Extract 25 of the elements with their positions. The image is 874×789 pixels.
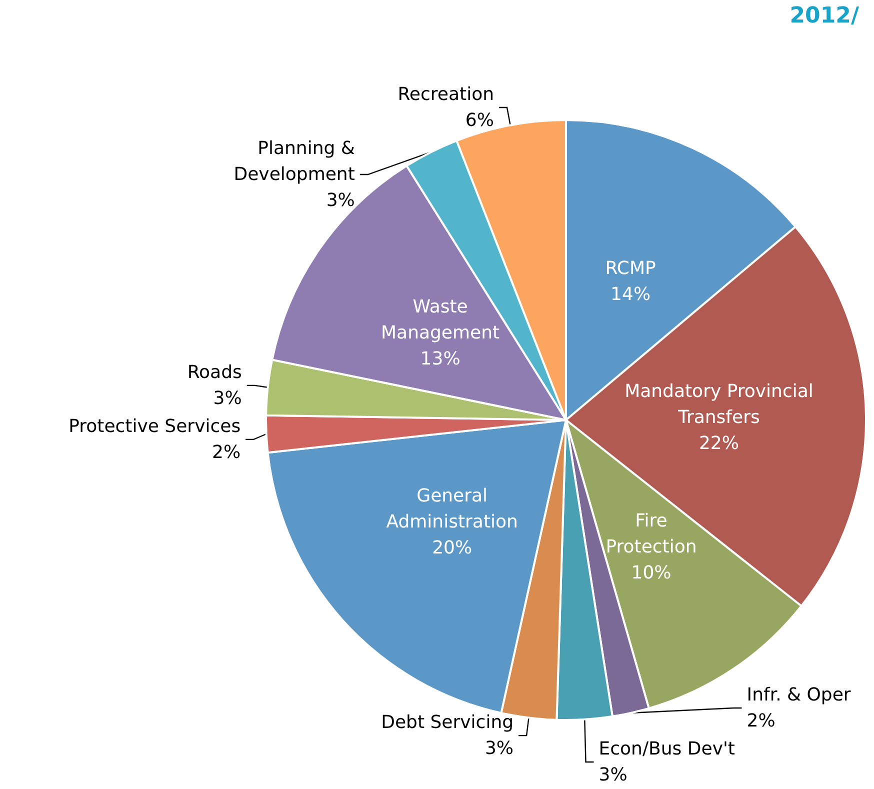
data-label: 6%	[465, 110, 494, 132]
data-label: 3%	[484, 738, 514, 760]
data-label: 2%	[212, 442, 241, 463]
slice-label: Roads	[187, 362, 242, 383]
slice-label: Protective Services	[68, 416, 241, 437]
slice-label: Recreation	[398, 84, 494, 106]
slice-label: General Administration	[386, 486, 518, 533]
data-label: 14%	[610, 284, 651, 305]
chart-title: 2012/	[790, 4, 860, 28]
data-label: 13%	[420, 348, 460, 370]
slice-label: RCMP	[605, 258, 656, 279]
slice-label: Mandatory Provincial Transfers	[624, 381, 814, 428]
slice-label: Econ/Bus Dev't	[598, 738, 735, 760]
data-label: 3%	[326, 190, 355, 212]
data-label: 20%	[432, 538, 472, 559]
slice-label: Waste Management	[381, 296, 500, 344]
data-label: 22%	[698, 433, 739, 454]
data-label: 3%	[213, 388, 242, 409]
slice-label: Fire Protection	[606, 510, 697, 558]
slice-label: Planning & Development	[234, 138, 355, 186]
data-label: 2%	[746, 710, 776, 732]
data-label: 10%	[631, 562, 672, 584]
slice-label: Debt Servicing	[381, 712, 514, 734]
data-label: 3%	[598, 764, 628, 786]
slice-label: Infr. & Oper	[746, 684, 852, 706]
